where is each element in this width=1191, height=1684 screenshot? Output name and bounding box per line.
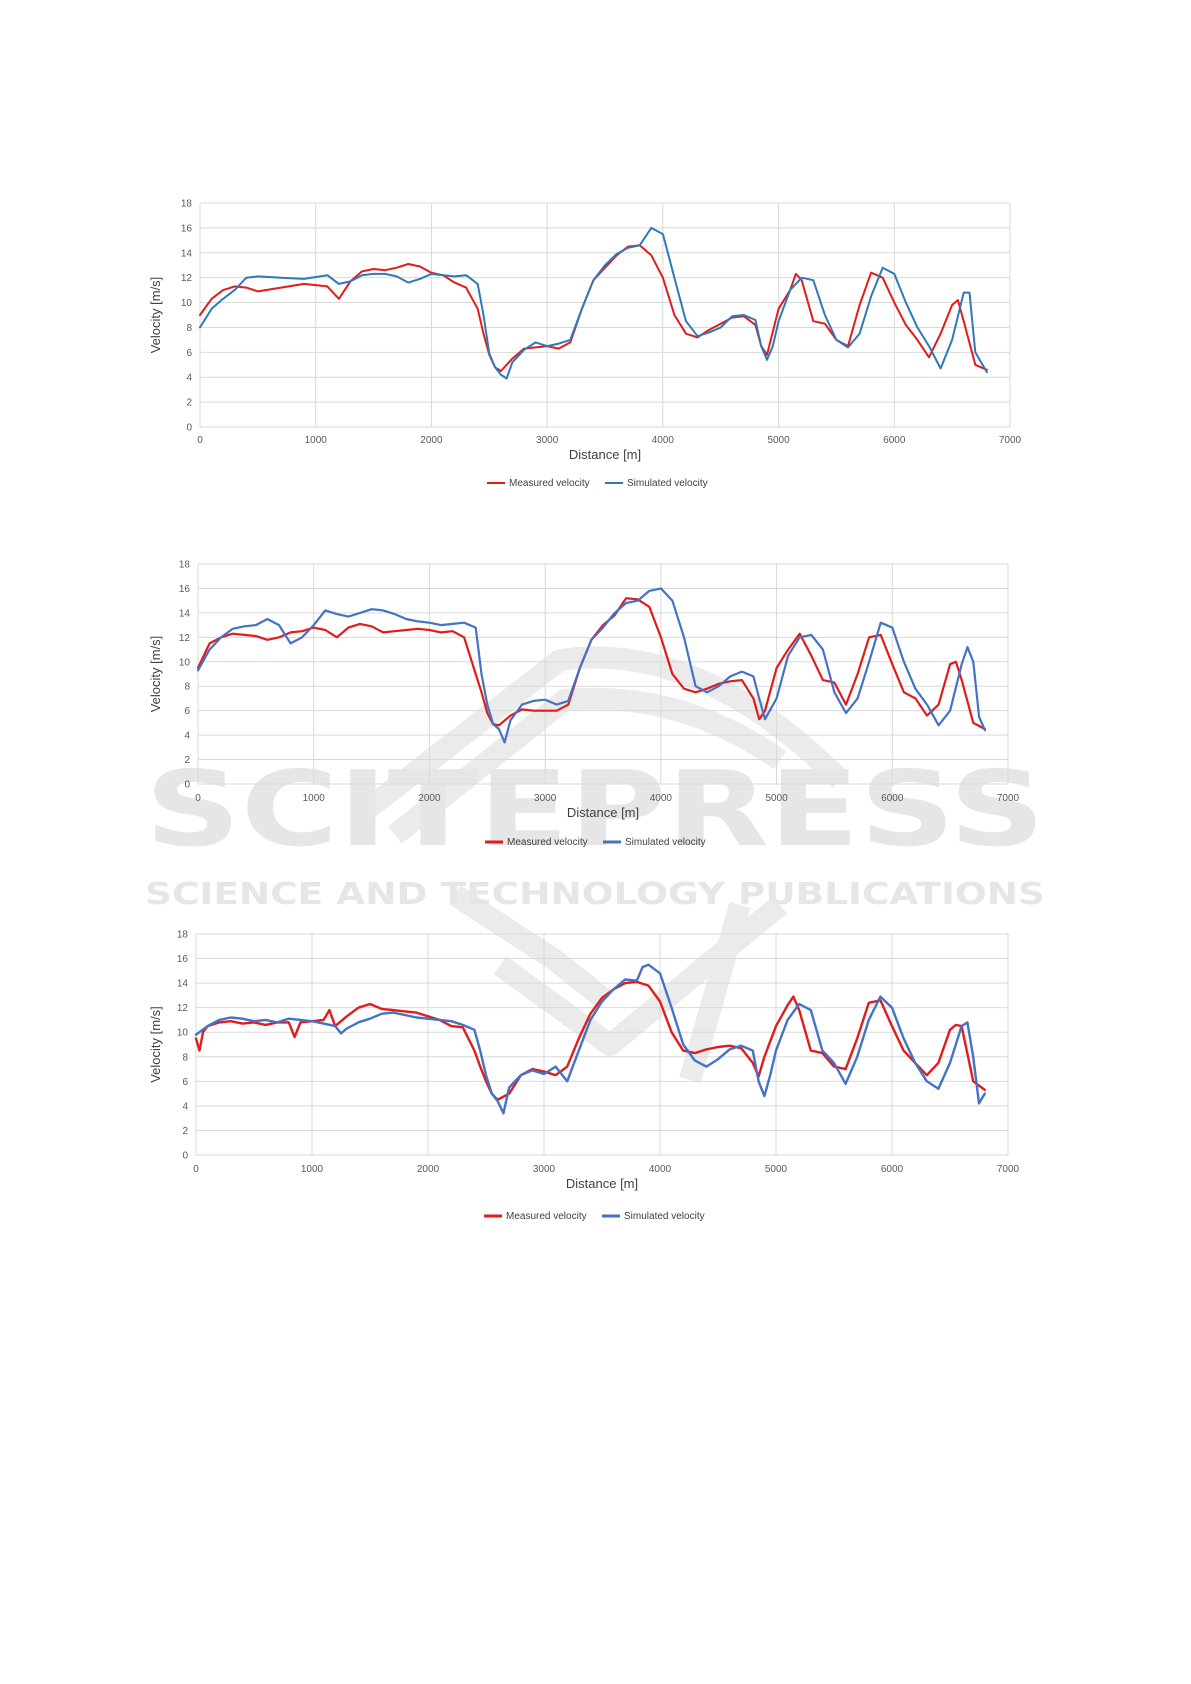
x-tick-label: 7000 bbox=[997, 793, 1020, 804]
x-tick-label: 3000 bbox=[536, 435, 559, 446]
chart-svg: 0 2 4 6 8 10 12 14 16 18 0 1000 2000 3000 4000 5000 6000… bbox=[150, 199, 1022, 490]
y-tick-label: 14 bbox=[179, 608, 191, 619]
x-tick-label: 0 bbox=[197, 435, 203, 446]
y-tick-label: 0 bbox=[182, 1151, 188, 1162]
y-tick-label: 2 bbox=[184, 755, 190, 766]
y-axis-label: Velocity [m/s] bbox=[150, 1006, 163, 1083]
x-tick-label: 1000 bbox=[303, 793, 326, 804]
x-tick-label: 5000 bbox=[767, 435, 790, 446]
y-tick-label: 4 bbox=[184, 731, 190, 742]
y-tick-label: 8 bbox=[186, 323, 192, 334]
x-tick-label: 3000 bbox=[534, 793, 557, 804]
y-tick-label: 14 bbox=[177, 979, 189, 990]
legend-item-measured: Measured velocity bbox=[509, 478, 590, 489]
y-tick-label: 10 bbox=[179, 657, 191, 668]
x-tick-label: 5000 bbox=[765, 1164, 788, 1175]
y-tick-label: 6 bbox=[182, 1077, 188, 1088]
chart-svg: 0 2 4 6 8 10 12 14 16 18 0 1000 2000 3000 4000 5000 6000… bbox=[150, 560, 1020, 849]
y-axis-label: Velocity [m/s] bbox=[150, 277, 163, 354]
x-tick-label: 2000 bbox=[417, 1164, 440, 1175]
y-axis-label: Velocity [m/s] bbox=[150, 636, 163, 713]
y-tick-label: 0 bbox=[186, 423, 192, 434]
x-tick-label: 6000 bbox=[881, 793, 904, 804]
x-axis-label: Distance [m] bbox=[566, 1176, 638, 1191]
x-axis-label: Distance [m] bbox=[569, 447, 641, 462]
legend: Measured velocity Simulated velocity bbox=[485, 837, 706, 848]
y-tick-label: 0 bbox=[184, 780, 190, 791]
y-tick-label: 8 bbox=[184, 682, 190, 693]
legend-item-measured: Measured velocity bbox=[507, 837, 588, 848]
watermark-tagline: SCIENCE AND TECHNOLOGY PUBLICATIONS bbox=[145, 877, 1045, 912]
velocity-chart-1: 0 2 4 6 8 10 12 14 16 18 0 1000 2000 3000 4000 5000 6000… bbox=[150, 195, 1040, 495]
y-tick-label: 8 bbox=[182, 1052, 188, 1063]
y-tick-label: 2 bbox=[186, 398, 192, 409]
x-tick-label: 3000 bbox=[533, 1164, 556, 1175]
legend: Measured velocity Simulated velocity bbox=[487, 478, 708, 489]
y-tick-label: 10 bbox=[181, 298, 193, 309]
y-tick-label: 16 bbox=[177, 954, 189, 965]
y-tick-label: 12 bbox=[179, 633, 191, 644]
gridlines bbox=[199, 202, 1011, 428]
y-tick-label: 12 bbox=[177, 1003, 189, 1014]
x-axis-label: Distance [m] bbox=[567, 805, 639, 820]
y-tick-label: 10 bbox=[177, 1028, 189, 1039]
legend-item-simulated: Simulated velocity bbox=[624, 1211, 705, 1222]
y-tick-label: 18 bbox=[179, 560, 191, 571]
x-tick-label: 1000 bbox=[301, 1164, 324, 1175]
y-tick-label: 12 bbox=[181, 273, 193, 284]
legend-item-simulated: Simulated velocity bbox=[625, 837, 706, 848]
chart-svg: 0 2 4 6 8 10 12 14 16 18 0 1000 2000 3000 4000 5000 6000… bbox=[150, 930, 1020, 1223]
x-tick-label: 7000 bbox=[999, 435, 1022, 446]
y-tick-label: 18 bbox=[181, 199, 193, 210]
gridlines bbox=[195, 933, 1009, 1156]
x-tick-label: 4000 bbox=[652, 435, 675, 446]
y-tick-label: 2 bbox=[182, 1126, 188, 1137]
legend-item-simulated: Simulated velocity bbox=[627, 478, 708, 489]
x-tick-label: 4000 bbox=[649, 1164, 672, 1175]
x-tick-label: 1000 bbox=[305, 435, 328, 446]
x-tick-label: 0 bbox=[193, 1164, 199, 1175]
legend-item-measured: Measured velocity bbox=[506, 1211, 587, 1222]
x-tick-label: 2000 bbox=[420, 435, 443, 446]
legend: Measured velocity Simulated velocity bbox=[484, 1211, 705, 1222]
velocity-chart-2: 0 2 4 6 8 10 12 14 16 18 0 1000 2000 3000 4000 5000 6000… bbox=[150, 555, 1040, 855]
series-line-simulated bbox=[194, 963, 986, 1115]
y-tick-label: 6 bbox=[186, 348, 192, 359]
y-tick-label: 14 bbox=[181, 248, 193, 259]
y-tick-label: 18 bbox=[177, 930, 189, 941]
y-tick-label: 16 bbox=[181, 223, 193, 234]
y-tick-label: 16 bbox=[179, 584, 191, 595]
series-line-measured bbox=[194, 980, 986, 1102]
x-tick-label: 4000 bbox=[650, 793, 673, 804]
velocity-chart-3: 0 2 4 6 8 10 12 14 16 18 0 1000 2000 3000 4000 5000 6000… bbox=[150, 925, 1040, 1225]
x-tick-label: 0 bbox=[195, 793, 201, 804]
series-line-simulated bbox=[199, 226, 988, 380]
x-tick-label: 5000 bbox=[765, 793, 788, 804]
x-tick-label: 6000 bbox=[883, 435, 906, 446]
x-tick-label: 2000 bbox=[418, 793, 441, 804]
series-line-simulated bbox=[196, 587, 987, 744]
gridlines bbox=[197, 563, 1009, 785]
y-tick-label: 4 bbox=[182, 1101, 188, 1112]
y-tick-label: 6 bbox=[184, 706, 190, 717]
series-line-measured bbox=[196, 597, 987, 731]
x-tick-label: 6000 bbox=[881, 1164, 904, 1175]
y-tick-label: 4 bbox=[186, 373, 192, 384]
x-tick-label: 7000 bbox=[997, 1164, 1020, 1175]
